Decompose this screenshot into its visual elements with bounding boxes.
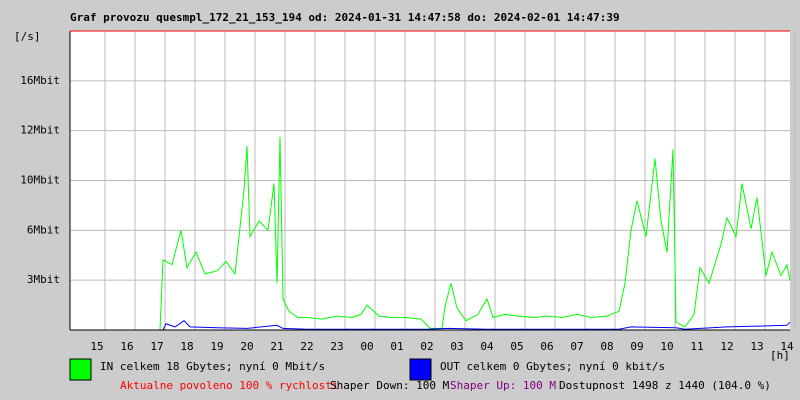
- x-tick-label: 02: [420, 340, 433, 353]
- x-tick-label: 18: [180, 340, 193, 353]
- x-tick-label: 21: [270, 340, 283, 353]
- x-tick-label: 08: [600, 340, 613, 353]
- footer-permitted: Aktualne povoleno 100 % rychlosti: [120, 379, 339, 392]
- x-tick-label: 17: [150, 340, 163, 353]
- legend-label: IN celkem 18 Gbytes; nyní 0 Mbit/s: [100, 360, 325, 373]
- legend-label: OUT celkem 0 Gbytes; nyní 0 kbit/s: [440, 360, 665, 373]
- y-tick-label: 12Mbit: [20, 124, 60, 137]
- y-axis-label: [/s]: [14, 30, 41, 43]
- x-tick-label: 20: [240, 340, 253, 353]
- x-tick-label: 07: [570, 340, 583, 353]
- x-tick-label: 19: [210, 340, 223, 353]
- x-tick-label: 01: [390, 340, 403, 353]
- x-tick-label: 03: [450, 340, 463, 353]
- x-tick-label: 06: [540, 340, 553, 353]
- x-tick-label: 00: [360, 340, 373, 353]
- x-tick-label: 13: [750, 340, 763, 353]
- legend-swatch: [69, 358, 92, 381]
- x-tick-label: 10: [660, 340, 673, 353]
- x-tick-label: 14: [780, 340, 794, 353]
- x-axis-label: [h]: [770, 349, 790, 362]
- x-tick-label: 05: [510, 340, 523, 353]
- footer-shaper-down: Shaper Down: 100 M: [330, 379, 450, 392]
- x-tick-label: 15: [90, 340, 103, 353]
- chart-title: Graf provozu quesmpl_172_21_153_194 od: …: [70, 11, 620, 24]
- x-tick-label: 11: [690, 340, 703, 353]
- series-line: [70, 136, 791, 331]
- x-tick-label: 16: [120, 340, 133, 353]
- y-tick-label: 16Mbit: [20, 74, 60, 87]
- series-line: [70, 320, 791, 331]
- x-tick-label: 04: [480, 340, 494, 353]
- x-tick-label: 22: [300, 340, 313, 353]
- x-tick-label: 23: [330, 340, 343, 353]
- y-tick-label: 6Mbit: [27, 223, 60, 236]
- legend-swatch: [409, 358, 432, 381]
- footer-shaper-up: Shaper Up: 100 M: [450, 379, 556, 392]
- footer-availability: Dostupnost 1498 z 1440 (104.0 %): [559, 379, 771, 392]
- x-tick-label: 09: [630, 340, 643, 353]
- x-tick-label: 12: [720, 340, 733, 353]
- y-tick-label: 3Mbit: [27, 273, 60, 286]
- y-tick-label: 10Mbit: [20, 174, 60, 187]
